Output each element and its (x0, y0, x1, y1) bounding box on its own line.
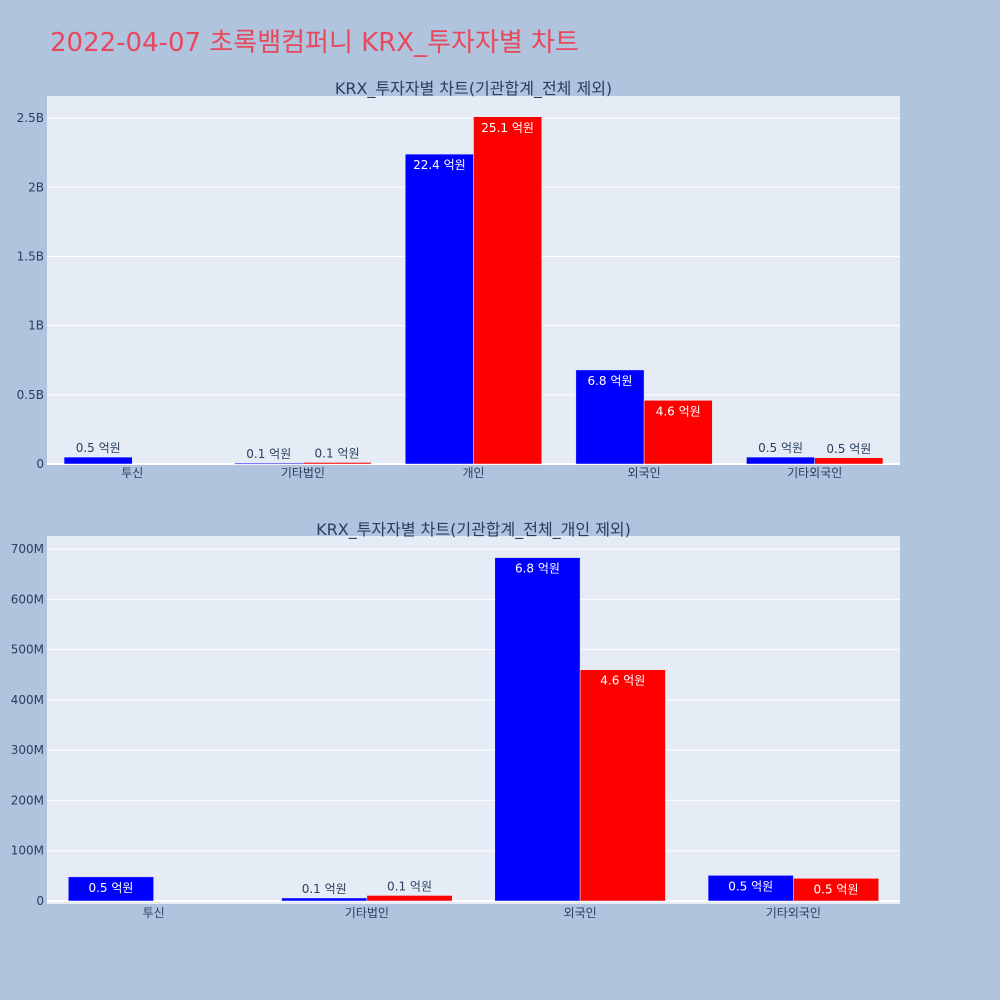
x-tick-label: 외국인 (564, 906, 597, 920)
chart-title: KRX_투자자별 차트(기관합계_전체_개인 제외) (316, 520, 631, 540)
bar (579, 669, 666, 902)
bar (707, 875, 794, 902)
data-label: 22.4 억원 (413, 158, 466, 172)
bar (281, 897, 368, 902)
bar (405, 153, 474, 465)
data-label: 0.5 억원 (826, 442, 871, 456)
data-label: 0.1 억원 (246, 447, 291, 461)
data-label: 25.1 억원 (481, 121, 534, 135)
y-tick-label: 0.5B (17, 388, 44, 402)
x-tick-label: 기타법인 (345, 906, 389, 920)
data-label: 6.8 억원 (515, 562, 560, 576)
x-tick-label: 투신 (143, 906, 165, 920)
y-tick-label: 0 (36, 894, 44, 908)
bar (366, 895, 453, 902)
y-tick-label: 300M (11, 743, 44, 757)
x-tick-label: 기타법인 (281, 466, 325, 480)
bar (575, 369, 645, 465)
y-tick-label: 200M (11, 793, 44, 807)
y-tick-label: 1.5B (17, 249, 44, 263)
bar (643, 400, 713, 465)
x-tick-label: 기타외국인 (787, 466, 842, 480)
bar (302, 462, 372, 465)
chart-title: KRX_투자자별 차트(기관합계_전체 제외) (335, 79, 612, 99)
y-tick-label: 100M (11, 844, 44, 858)
bar (473, 116, 542, 465)
x-tick-label: 외국인 (628, 466, 661, 480)
data-label: 0.5 억원 (88, 881, 133, 895)
y-tick-label: 2.5B (17, 111, 44, 125)
plot-area (47, 536, 900, 904)
data-label: 0.1 억원 (302, 882, 347, 896)
bar (814, 457, 884, 465)
data-label: 0.1 억원 (387, 879, 432, 893)
data-label: 0.1 억원 (315, 446, 360, 460)
y-tick-label: 400M (11, 693, 44, 707)
data-label: 4.6 억원 (656, 404, 701, 418)
x-tick-label: 개인 (462, 466, 484, 480)
bar (68, 876, 154, 902)
chart-top: 0 0.5B 1B 1.5B 2B 2.5B KRX_투자자별 차트(기관합계_전체 제외)… (17, 79, 900, 480)
data-label: 6.8 억원 (587, 374, 632, 388)
bar (63, 456, 133, 465)
y-tick-label: 2B (28, 180, 44, 194)
x-tick-label: 투신 (121, 466, 143, 480)
data-label: 0.5 억원 (814, 882, 859, 896)
bar (793, 878, 879, 902)
x-tick-label: 기타외국인 (766, 906, 821, 920)
bar (494, 557, 581, 902)
y-tick-label: 600M (11, 592, 44, 606)
data-label: 0.5 억원 (76, 441, 121, 455)
data-label: 0.5 억원 (758, 441, 803, 455)
data-label: 0.5 억원 (728, 879, 773, 893)
y-tick-label: 1B (28, 319, 44, 333)
y-tick-label: 500M (11, 643, 44, 657)
page-title: 2022-04-07 초록뱀컴퍼니 KRX_투자자별 차트 (50, 28, 579, 58)
y-tick-label: 0 (36, 457, 44, 471)
data-label: 4.6 억원 (600, 674, 645, 688)
y-tick-label: 700M (11, 542, 44, 556)
